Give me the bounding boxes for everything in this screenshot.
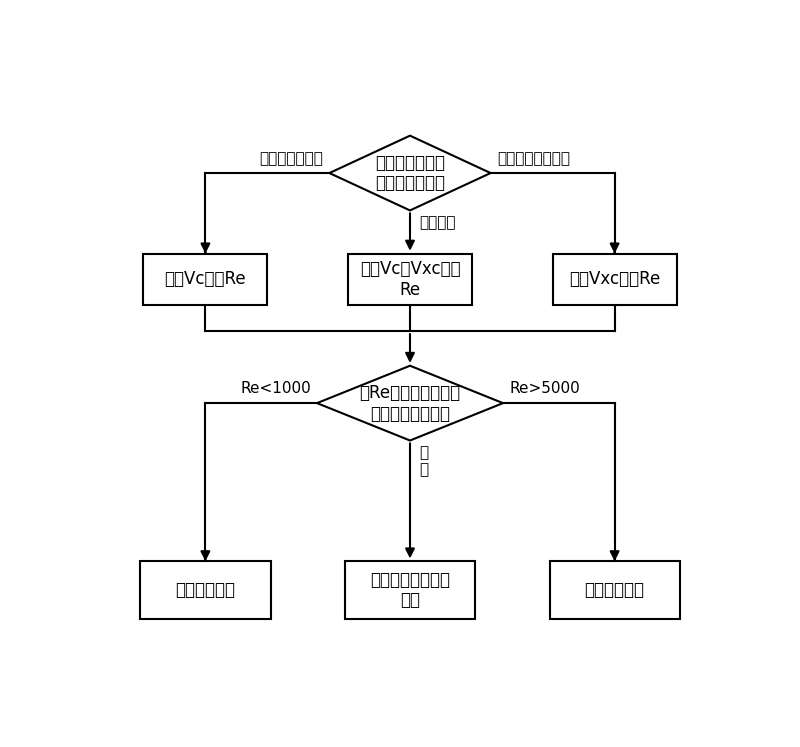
Bar bbox=[140, 561, 270, 619]
Text: 将Re与设定范围值比
较，确定流体状态: 将Re与设定范围值比 较，确定流体状态 bbox=[359, 384, 461, 423]
Text: 其
他: 其 他 bbox=[419, 445, 429, 477]
Bar bbox=[348, 253, 472, 306]
Text: 中间过渡状态测量
模式: 中间过渡状态测量 模式 bbox=[370, 571, 450, 610]
Bar bbox=[345, 561, 475, 619]
Text: 多普勒法不可接受: 多普勒法不可接受 bbox=[497, 151, 570, 166]
Polygon shape bbox=[317, 366, 503, 441]
Text: 根据Vc估算Re: 根据Vc估算Re bbox=[165, 270, 246, 288]
Text: 延时法不可接受: 延时法不可接受 bbox=[259, 151, 323, 166]
Text: Re>5000: Re>5000 bbox=[510, 381, 580, 396]
Text: 根据Vc、Vxc估算
Re: 根据Vc、Vxc估算 Re bbox=[360, 260, 460, 299]
Text: 延时法和多普勒
法测量信号判断: 延时法和多普勒 法测量信号判断 bbox=[375, 154, 445, 193]
Bar bbox=[553, 253, 677, 306]
Text: 紊流测量模式: 紊流测量模式 bbox=[585, 581, 645, 599]
Text: Re<1000: Re<1000 bbox=[240, 381, 310, 396]
Text: 层流测量模式: 层流测量模式 bbox=[175, 581, 235, 599]
Bar bbox=[143, 253, 267, 306]
Text: 均可接受: 均可接受 bbox=[419, 215, 456, 230]
Text: 根据Vxc估算Re: 根据Vxc估算Re bbox=[569, 270, 660, 288]
Polygon shape bbox=[330, 136, 490, 211]
Bar bbox=[550, 561, 680, 619]
